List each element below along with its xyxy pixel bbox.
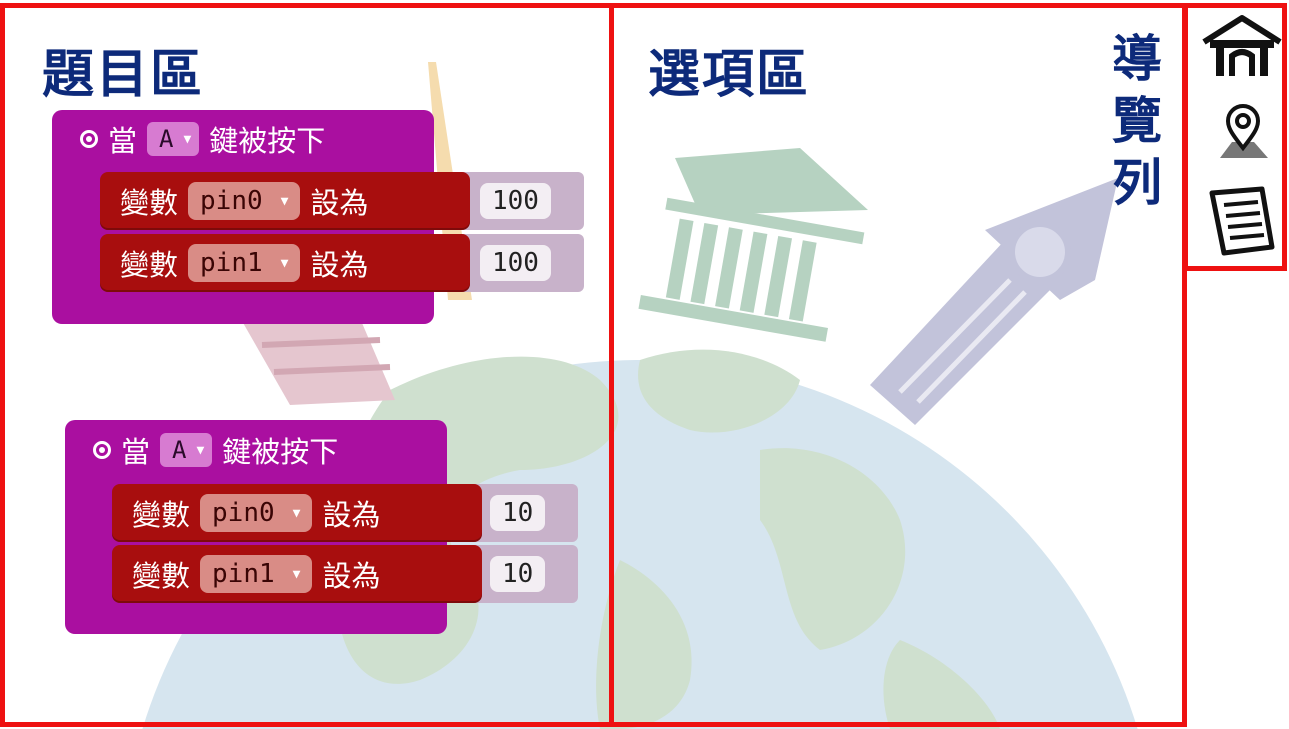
set-variable-block[interactable]: 變數 pin1 ▼ 設為	[112, 545, 482, 603]
location-pin-icon[interactable]	[1212, 102, 1274, 162]
dropdown-arrow-icon: ▼	[292, 566, 301, 582]
variable-dropdown[interactable]: pin1 ▼	[200, 555, 313, 593]
event-radio-icon	[80, 130, 98, 148]
continent	[883, 640, 1000, 729]
key-dropdown[interactable]: A ▼	[160, 433, 213, 467]
event-radio-icon	[93, 441, 111, 459]
temple-roof	[675, 148, 868, 215]
continent	[638, 349, 800, 433]
options-area-title: 選項區	[648, 45, 811, 105]
question-area-title: 題目區	[42, 45, 205, 105]
set-variable-block[interactable]: 變數 pin0 ▼ 設為	[100, 172, 470, 230]
continent	[760, 448, 906, 650]
options-area-frame	[609, 3, 1187, 727]
number-input[interactable]: 100	[480, 245, 551, 281]
home-icon[interactable]	[1200, 12, 1284, 78]
dropdown-arrow-icon: ▼	[280, 193, 289, 209]
variable-dropdown[interactable]: pin0 ▼	[188, 182, 301, 220]
variable-dropdown[interactable]: pin0 ▼	[200, 494, 313, 532]
set-variable-block[interactable]: 變數 pin0 ▼ 設為	[112, 484, 482, 542]
number-input[interactable]: 100	[480, 183, 551, 219]
number-input[interactable]: 10	[490, 495, 546, 531]
set-variable-block[interactable]: 變數 pin1 ▼ 設為	[100, 234, 470, 292]
clock-face	[1009, 221, 1071, 283]
document-icon[interactable]	[1206, 185, 1278, 257]
navigation-bar-frame	[1183, 3, 1287, 271]
continent	[596, 560, 692, 729]
hat-label-when: 當	[108, 124, 138, 158]
number-input[interactable]: 10	[490, 556, 546, 592]
hat-label-key-pressed: 鍵被按下	[222, 435, 339, 469]
key-dropdown[interactable]: A ▼	[147, 122, 200, 156]
navigation-bar-title: 導 覽 列	[1112, 30, 1164, 212]
dropdown-arrow-icon: ▼	[196, 442, 205, 458]
dropdown-arrow-icon: ▼	[183, 131, 192, 147]
hat-label-when: 當	[121, 435, 151, 469]
dropdown-arrow-icon: ▼	[292, 505, 301, 521]
variable-dropdown[interactable]: pin1 ▼	[188, 244, 301, 282]
dropdown-arrow-icon: ▼	[280, 255, 289, 271]
hat-label-key-pressed: 鍵被按下	[209, 124, 326, 158]
